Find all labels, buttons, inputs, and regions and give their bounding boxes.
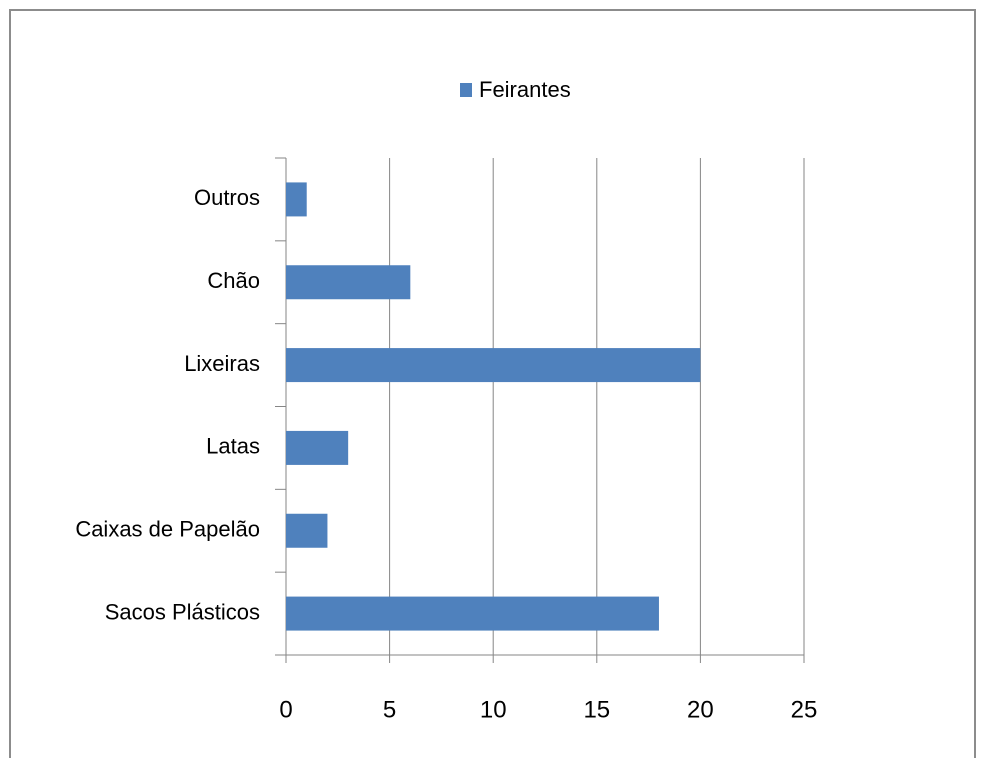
bar: [286, 265, 411, 300]
bar: [286, 348, 701, 383]
y-tick-label: Caixas de Papelão: [75, 517, 260, 542]
bar: [286, 430, 349, 465]
y-tick-label: Latas: [206, 434, 260, 459]
x-tick-label: 0: [279, 696, 292, 723]
legend-swatch: [460, 83, 472, 97]
bar: [286, 596, 659, 631]
chart-frame: [9, 9, 976, 758]
y-tick-label: Chão: [207, 268, 260, 293]
bar: [286, 182, 307, 217]
y-tick-label: Lixeiras: [184, 351, 260, 376]
bar: [286, 513, 328, 548]
x-tick-label: 10: [480, 696, 507, 723]
x-tick-label: 15: [583, 696, 610, 723]
x-tick-label: 20: [687, 696, 714, 723]
y-tick-label: Outros: [194, 185, 260, 210]
legend-label: Feirantes: [479, 77, 571, 102]
x-tick-label: 25: [791, 696, 818, 723]
y-tick-label: Sacos Plásticos: [105, 599, 260, 624]
x-tick-label: 5: [383, 696, 396, 723]
